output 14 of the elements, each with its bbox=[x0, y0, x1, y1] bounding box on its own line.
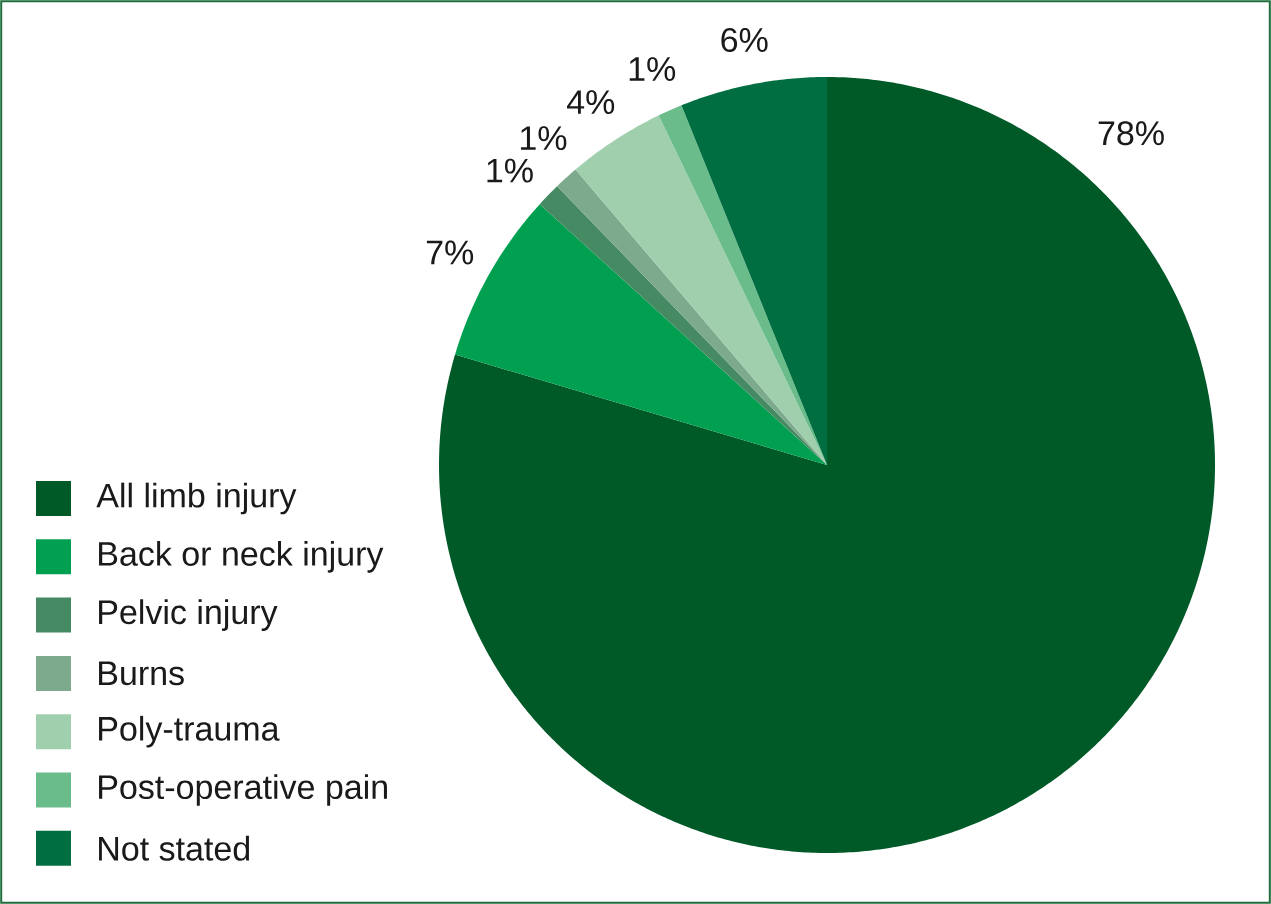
legend-label: Poly-trauma bbox=[99, 715, 280, 748]
legend-label: Post-operative pain bbox=[99, 774, 387, 806]
legend-label: All limb injury bbox=[96, 482, 297, 515]
data-label: 1% bbox=[487, 158, 533, 183]
data-label: 1% bbox=[629, 57, 676, 81]
data-label: 4% bbox=[566, 90, 615, 115]
legend-label: Burns bbox=[99, 661, 184, 686]
legend-label: Back or neck injury bbox=[99, 540, 384, 573]
data-label: 6% bbox=[721, 27, 768, 53]
legend-label: Pelvic injury bbox=[99, 599, 278, 631]
legend-label: Not stated bbox=[99, 835, 250, 861]
data-label: 78% bbox=[1098, 121, 1164, 146]
data-label: 1% bbox=[520, 126, 567, 151]
data-label: 7% bbox=[426, 240, 474, 265]
